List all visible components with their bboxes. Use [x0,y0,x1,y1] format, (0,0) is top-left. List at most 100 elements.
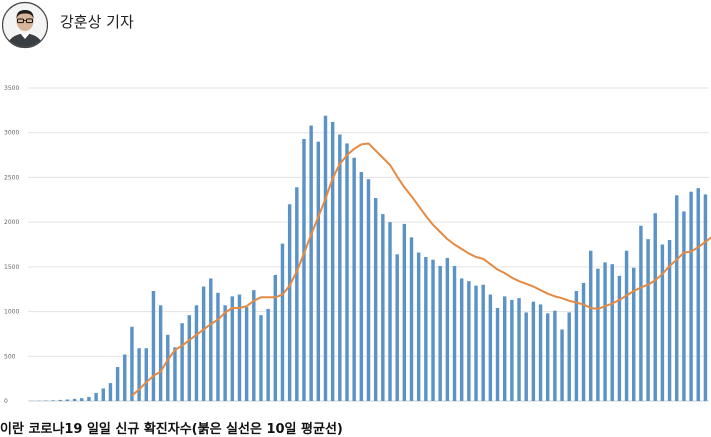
daily-cases-bar [459,278,464,401]
daily-cases-bar [481,284,485,401]
daily-cases-bar [510,299,514,401]
daily-cases-bar [345,143,349,401]
daily-cases-bar [667,240,672,401]
daily-cases-bar [517,298,521,401]
daily-cases-bar [223,305,227,401]
daily-cases-bar [266,308,270,401]
daily-cases-bar [646,239,650,401]
daily-cases-bar [467,281,471,401]
daily-cases-bar [237,294,242,401]
daily-cases-bar [381,214,385,401]
daily-cases-bar [244,307,249,401]
daily-cases-bar [302,138,306,401]
y-tick-label: 3000 [4,130,19,137]
daily-cases-bar [58,399,62,401]
daily-cases-bar [316,141,321,401]
daily-cases-bar [431,259,435,401]
daily-cases-bar [560,329,564,401]
daily-cases-bar [610,264,614,401]
daily-cases-bar [366,179,371,401]
daily-cases-bar [682,211,686,401]
daily-cases-bar [388,222,392,401]
daily-cases-bar [323,115,328,401]
daily-cases-bar [402,223,407,401]
daily-cases-bar [553,310,557,401]
y-tick-label: 500 [4,353,16,360]
daily-cases-bar [51,400,55,401]
daily-cases-bar [273,274,278,401]
daily-cases-bar [531,301,536,401]
daily-cases-bar [675,195,679,401]
daily-cases-bar [166,334,170,401]
daily-cases-bar [194,305,199,401]
daily-cases-bar [359,172,364,401]
y-tick-label: 1500 [4,264,19,271]
y-tick-label: 2500 [4,174,19,181]
daily-cases-bar [144,348,148,401]
daily-cases-bar [696,188,700,401]
daily-cases-bar [80,398,84,401]
daily-cases-bar [309,125,313,401]
daily-cases-bar [632,267,636,401]
daily-cases-bar [123,354,127,401]
daily-cases-bar [603,262,607,401]
daily-cases-bar [589,250,593,401]
ten-day-average-path [131,142,711,397]
daily-cases-bar [703,194,708,401]
daily-cases-bar [72,398,77,401]
daily-cases-bar [187,315,192,401]
daily-cases-bar [330,121,335,402]
daily-cases-bars [29,115,708,402]
daily-cases-bar [574,291,579,401]
daily-cases-bar [373,198,378,401]
daily-cases-bar [438,265,442,401]
daily-cases-bar [287,204,292,401]
daily-cases-bar [567,312,571,401]
y-tick-label: 2000 [4,219,19,226]
daily-cases-bar [259,315,263,401]
reporter-avatar [2,1,48,49]
daily-cases-bar [201,286,206,401]
daily-cases-bar [474,285,478,401]
daily-cases-bar [209,278,213,401]
daily-cases-bar [280,243,285,401]
daily-cases-bar [596,268,600,401]
daily-cases-bar [151,291,156,401]
daily-cases-bar [230,296,235,401]
daily-cases-bar [137,348,141,401]
daily-cases-bar [87,396,91,401]
daily-cases-bar [495,307,500,401]
daily-cases-bar [130,326,134,401]
daily-cases-bar [488,294,493,401]
daily-cases-bar [545,313,550,401]
daily-cases-bar [689,191,693,401]
daily-cases-bar [395,254,399,401]
daily-cases-bar [338,134,342,401]
daily-cases-bar [409,237,414,401]
daily-cases-bar [252,290,256,401]
daily-cases-bar [538,304,543,401]
reporter-name: 강훈상 기자 [60,13,134,31]
y-tick-label: 1000 [4,309,19,316]
y-tick-label: 0 [4,398,8,405]
daily-cases-bar [352,157,356,401]
daily-cases-bar [65,399,70,401]
daily-cases-bar [158,305,163,401]
daily-cases-bar [524,312,528,401]
daily-cases-bar [452,265,457,401]
daily-cases-bar [581,282,586,401]
daily-cases-bar [424,257,428,401]
daily-cases-bar [445,257,450,401]
y-axis-tick-labels: 0 500 1000 1500 2000 2500 3000 3500 [4,85,19,405]
daily-cases-bar [173,347,177,401]
daily-cases-bar [639,225,643,401]
daily-cases-bar [94,392,98,401]
daily-cases-bar [416,252,421,401]
daily-cases-bar [624,250,629,401]
daily-cases-bar [108,383,113,401]
daily-cases-bar [502,296,507,401]
y-tick-label: 3500 [4,85,19,92]
daily-cases-bar [295,187,299,401]
daily-cases-bar [101,388,105,401]
daily-cases-bar [617,275,622,401]
